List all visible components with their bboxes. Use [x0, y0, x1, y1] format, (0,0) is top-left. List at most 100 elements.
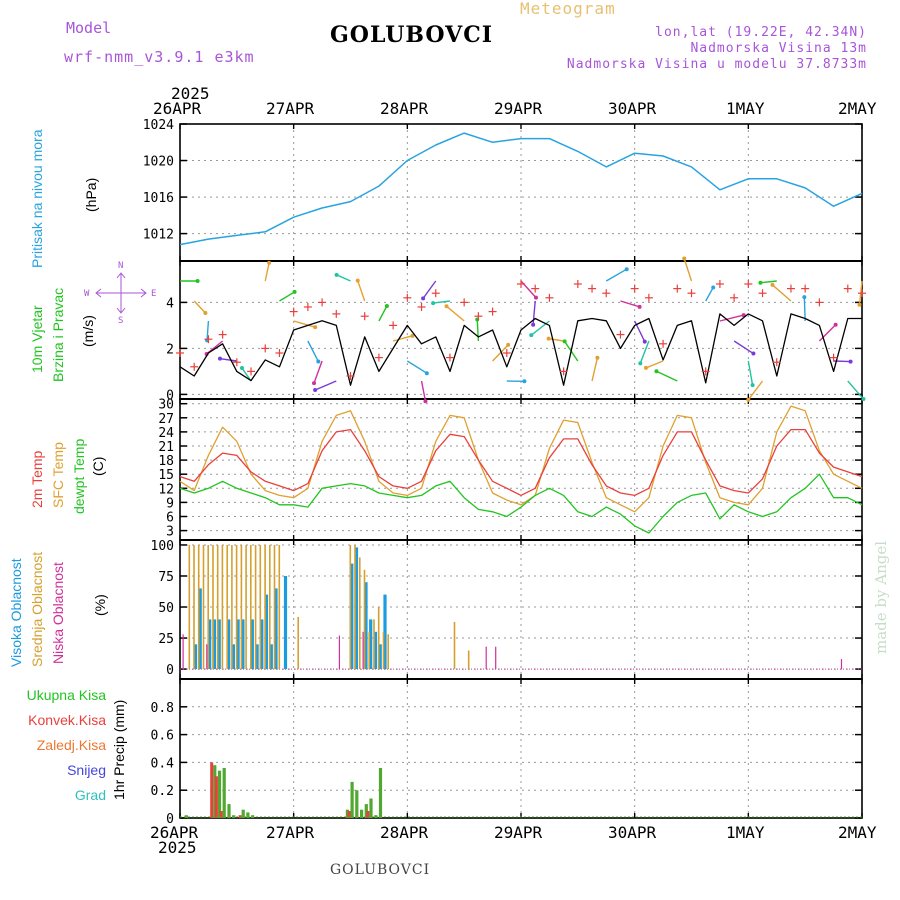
elevation-text: Nadmorska Visina 13m: [690, 41, 867, 56]
wind-arrow-head: [334, 272, 339, 277]
t2m-title: 2m Temp: [29, 450, 45, 508]
total-rain-bar: [246, 812, 250, 818]
legend-conv-rain: Konvek.Kisa: [28, 712, 106, 728]
temp-2m-line: [179, 428, 863, 497]
cloud-mid-bar: [453, 621, 456, 670]
cloud-low-bar: [338, 635, 340, 670]
pressure-line: [179, 132, 863, 246]
y-tick-label: 25: [158, 632, 174, 647]
y-tick-label: 3: [166, 525, 174, 540]
model-elevation-text: Nadmorska Visina u modelu 37.8733m: [566, 57, 867, 72]
wind-arrow-head: [711, 285, 716, 290]
cloud-mid-bar: [278, 545, 281, 670]
y-tick-label: 24: [158, 426, 174, 441]
wind-arrow-head: [531, 322, 536, 327]
cloud-mid-bar: [349, 545, 352, 670]
cloud-mid-bar: [188, 545, 191, 670]
wind-arrow-head: [682, 256, 687, 261]
panel-frame: [179, 678, 863, 819]
wind-arrow-head: [522, 379, 527, 384]
y-tick-label: 100: [151, 539, 174, 554]
cloud-mid-bar: [197, 545, 200, 670]
cloud-low-bar: [840, 659, 843, 669]
panel-frame: [179, 123, 863, 262]
wind-arrow-head: [312, 381, 317, 386]
cloud-mid-bar: [235, 545, 238, 670]
wind-arrow-head: [642, 339, 647, 344]
cloud-high-bar: [373, 631, 378, 669]
y-tick-label: 27: [158, 412, 174, 427]
cloud-high-bar: [231, 644, 235, 670]
wind-arrow: [847, 380, 864, 400]
wind-arrow-head: [506, 342, 511, 347]
cloud-low-bar: [206, 644, 208, 670]
credit-watermark: made by Angel: [872, 540, 890, 654]
wind-arrow: [357, 280, 366, 302]
wind-arrow-head: [239, 366, 244, 371]
compass-w: W: [84, 289, 90, 299]
cloud-mid-bar: [269, 545, 271, 670]
y-tick-label: 0.6: [151, 729, 174, 744]
wind-arrow-head: [643, 365, 648, 370]
wind-arrow-head: [758, 280, 763, 285]
wind-arrow: [591, 357, 599, 382]
wind-arrow-head: [410, 333, 415, 338]
conv-rain-bar: [347, 811, 351, 818]
cloud-mid-bar: [245, 545, 247, 670]
wind-arrow: [219, 357, 237, 362]
wind-arrow-head: [533, 295, 538, 300]
y-tick-label: 21: [158, 440, 174, 455]
wind-arrow-head: [203, 310, 208, 315]
wind-arrow-head: [654, 369, 659, 374]
wind-arrow: [406, 360, 428, 374]
total-rain-bar: [378, 768, 383, 818]
wind-speed-line: [179, 313, 862, 386]
cloud-high-bar: [369, 619, 373, 669]
total-rain-bar: [360, 809, 364, 818]
cloud-mid-bar: [240, 545, 243, 670]
dewpoint-line: [179, 473, 863, 534]
compass-e: E: [151, 289, 157, 299]
wind-arrow: [313, 360, 323, 384]
total-rain-bar: [241, 809, 245, 818]
cloud-mid-bar: [212, 545, 214, 670]
total-rain-bar: [222, 768, 226, 818]
cloud-high-bar: [378, 644, 382, 670]
wind-arrow-head: [424, 371, 429, 376]
cloud-high-bar: [283, 576, 288, 670]
cloud-low-bar: [362, 631, 364, 669]
y-tick-label: 18: [158, 454, 174, 469]
cloud-high-bar: [236, 619, 240, 669]
bottom-tick-label: 30APR: [608, 823, 657, 842]
cloud-mid-bar: [467, 650, 470, 670]
cloud-mid-bar: [264, 545, 266, 670]
wind-arrow-head: [751, 351, 756, 356]
cloud-mid-bar: [368, 631, 370, 669]
wind-arrow-head: [195, 279, 200, 283]
cloud-mid-bar: [226, 545, 228, 670]
wind-arrow-head: [595, 355, 600, 360]
year-top: 2025: [171, 84, 210, 103]
cloud-high-bar: [354, 547, 359, 669]
wind-title-line1: 10m Vjetar: [29, 305, 45, 373]
cloud-high-bar: [274, 588, 278, 670]
top-tick-label: 1MAY: [726, 99, 765, 118]
wind-arrow-head: [267, 260, 272, 265]
wind-arrow-head: [217, 356, 222, 361]
model-label: Model: [66, 19, 112, 37]
top-tick-label: 28APR: [380, 99, 429, 118]
cloud-mid-bar: [377, 607, 380, 670]
cloud-mid-bar: [354, 545, 356, 670]
wind-arrow: [620, 300, 640, 308]
compass-n: N: [118, 261, 124, 271]
cloud-low-bar: [485, 646, 487, 669]
wind-arrow-head: [546, 336, 551, 341]
wind-arrow: [639, 340, 650, 364]
tsfc-title: SFC Temp: [50, 442, 66, 508]
precip-unit: 1hr Precip (mm): [111, 699, 127, 800]
top-tick-label: 30APR: [608, 99, 657, 118]
cloud-mid-bar: [273, 545, 276, 670]
total-rain-bar: [355, 790, 359, 818]
wind-arrow: [656, 370, 678, 382]
lonlat-text: lon,lat (19.22E, 42.34N): [655, 25, 867, 40]
